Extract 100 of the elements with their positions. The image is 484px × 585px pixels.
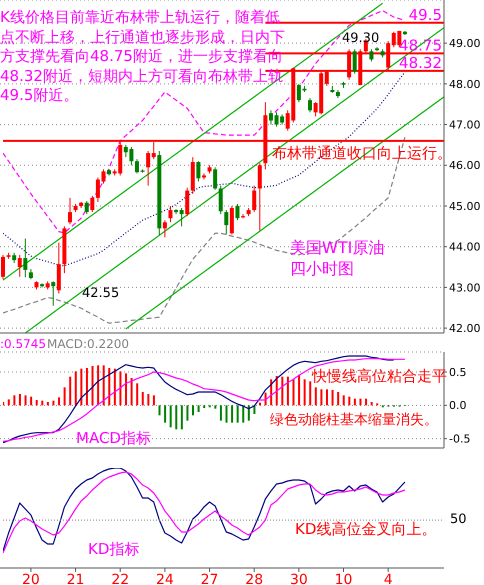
x-tick-label: 24 (156, 572, 174, 585)
annotation: KD线高位金叉向上。 (295, 520, 436, 540)
y-tick-label: -0.5 (449, 432, 470, 446)
candlestick (68, 197, 72, 225)
bar (226, 405, 228, 423)
bar (298, 374, 300, 406)
bar (231, 405, 234, 423)
text: 50 (450, 512, 467, 529)
bar (304, 379, 306, 406)
y-tick-label: 48.00 (449, 78, 480, 91)
annotation: MACD指标 (76, 429, 151, 448)
bar (152, 395, 155, 406)
candlestick (12, 252, 16, 264)
y-tick-label: 45.00 (449, 200, 480, 213)
bar (258, 402, 261, 406)
bar (342, 395, 345, 406)
bar (337, 392, 340, 406)
y-tick-label: 43.00 (449, 281, 480, 294)
bar (46, 402, 49, 406)
bar (130, 378, 133, 406)
bar (292, 379, 294, 406)
bar (58, 397, 60, 406)
bar (142, 392, 144, 406)
bar (69, 376, 72, 406)
bar (108, 368, 110, 406)
bar (13, 395, 16, 406)
bar (175, 405, 178, 430)
x-tick-label: 4 (384, 572, 393, 585)
bar (192, 405, 194, 416)
candlestick (252, 185, 256, 213)
bar (80, 368, 82, 406)
x-tick-label: 22 (111, 572, 130, 585)
ref-line-label: 48.32 (399, 54, 442, 72)
bar (119, 371, 122, 406)
ref-line-label: 49.5 (408, 6, 442, 24)
bar (309, 381, 312, 406)
candlestick (258, 162, 262, 231)
bar (236, 405, 239, 423)
bar (125, 373, 128, 406)
bar (286, 376, 289, 406)
candlestick (28, 268, 33, 280)
candlestick (18, 254, 22, 278)
candlestick (218, 185, 223, 215)
bar (326, 389, 328, 406)
bar (114, 368, 116, 406)
y-tick-label: 47.00 (449, 118, 480, 132)
candlestick (352, 48, 357, 74)
x-tick-label: 21 (66, 572, 84, 585)
y-tick-label: 46.00 (449, 159, 480, 172)
bar (332, 390, 334, 406)
bar (320, 389, 322, 406)
bar (102, 365, 105, 406)
bar (36, 400, 38, 406)
bar (186, 405, 188, 421)
y-tick-label: 0.5 (449, 366, 466, 379)
bar (314, 387, 317, 406)
candlestick (1, 254, 5, 280)
candlestick (51, 280, 56, 306)
y-tick-label: 44.00 (449, 240, 480, 254)
x-tick-label: 30 (290, 572, 308, 585)
bar (136, 383, 138, 406)
bar (359, 398, 362, 406)
bar (86, 368, 88, 406)
candlestick (84, 200, 89, 215)
candlestick (162, 220, 167, 238)
bar (170, 405, 172, 428)
text: :0.5745 (0, 337, 46, 353)
annotation: 美国WTI原油四小时图 (290, 238, 386, 280)
candlestick (224, 210, 228, 235)
bar (158, 405, 161, 416)
annotation: KD指标 (88, 540, 140, 560)
annotation: 49.30 (342, 31, 380, 48)
bar (92, 366, 94, 406)
bar (281, 376, 284, 406)
x-tick-label: 20 (22, 572, 40, 585)
candlestick (90, 195, 94, 213)
annotation: 42.55 (82, 286, 120, 303)
bar (164, 405, 166, 423)
bar (354, 398, 356, 406)
bar (242, 405, 244, 423)
annotation: 绿色动能柱基本缩量消失。 (270, 411, 438, 430)
bar (147, 394, 150, 406)
bar (52, 400, 54, 406)
bar (24, 395, 27, 406)
candlestick (235, 203, 240, 221)
bar (97, 365, 100, 406)
candlestick (196, 160, 200, 182)
x-tick-label: 10 (334, 572, 352, 585)
text: MACD:0.2200 (47, 337, 130, 353)
line-series (125, 96, 444, 330)
candlestick (168, 205, 172, 223)
candlestick (286, 110, 290, 132)
y-tick-label: 49.00 (449, 37, 480, 50)
bar (220, 405, 222, 421)
x-tick-label: 28 (245, 572, 264, 585)
bar (348, 396, 350, 406)
bar (370, 402, 373, 406)
bar (264, 392, 267, 406)
candlestick (308, 98, 312, 113)
candlestick (213, 166, 218, 190)
